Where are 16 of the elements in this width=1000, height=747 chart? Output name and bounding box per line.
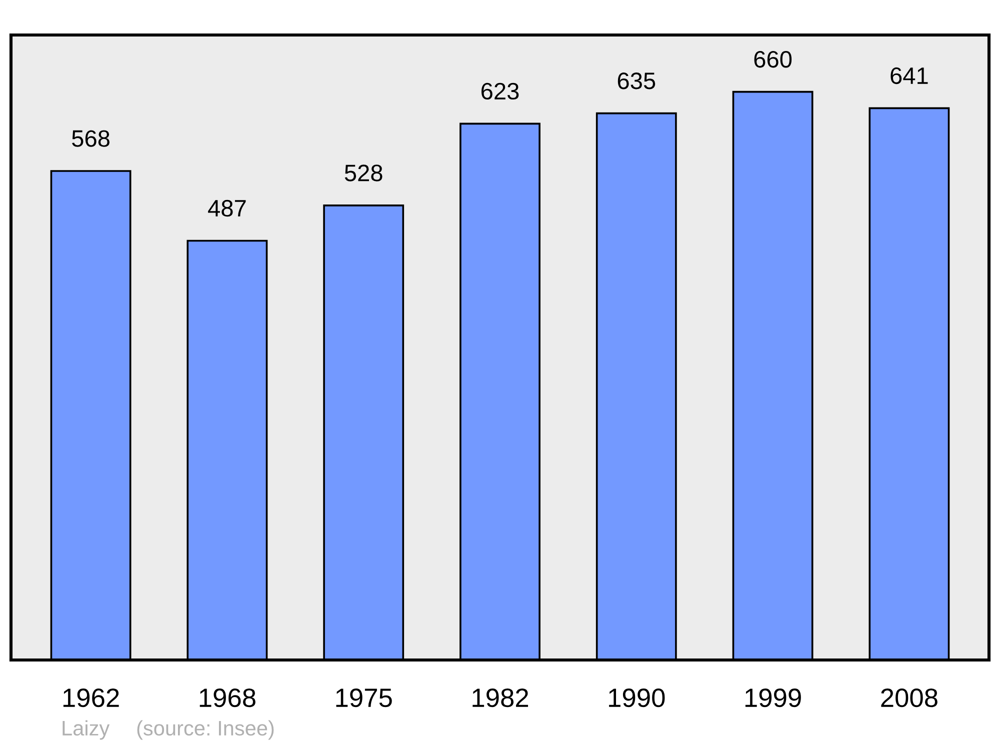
x-tick-label: 1975 xyxy=(336,688,392,708)
x-tick-label: 1999 xyxy=(745,688,801,708)
data-label: 623 xyxy=(482,82,519,100)
x-tick-label: 1990 xyxy=(609,688,665,708)
x-tick-label: 1962 xyxy=(63,688,119,708)
text: Laizy xyxy=(62,720,110,740)
x-tick-label: 1968 xyxy=(200,688,256,708)
data-label: 487 xyxy=(208,200,246,217)
data-label: 660 xyxy=(754,50,792,68)
data-label: 528 xyxy=(344,164,382,182)
text: (source: Insee) xyxy=(137,720,274,740)
x-tick-label: 1982 xyxy=(472,688,528,708)
data-label: 635 xyxy=(618,72,656,90)
data-label: 568 xyxy=(72,130,110,147)
x-tick-label: 2008 xyxy=(881,688,938,708)
data-label: 641 xyxy=(890,67,928,84)
